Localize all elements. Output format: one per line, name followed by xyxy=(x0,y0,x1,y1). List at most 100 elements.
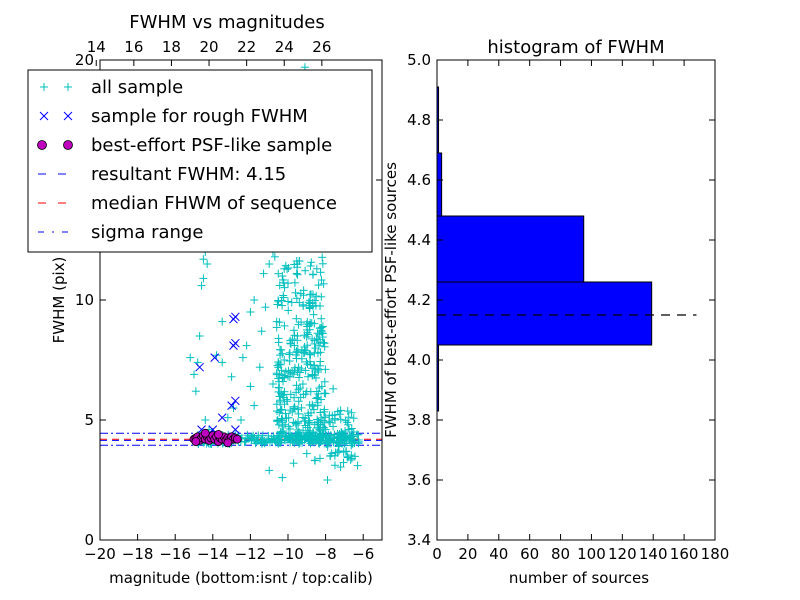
all-sample-point xyxy=(285,357,294,366)
all-sample-point xyxy=(302,449,311,458)
top-tick-label: 24 xyxy=(275,38,294,56)
legend-entry: all sample xyxy=(40,77,183,98)
histogram-bar xyxy=(436,215,585,283)
all-sample-point xyxy=(199,255,208,264)
all-sample-point xyxy=(274,338,283,347)
legend-x-b xyxy=(39,111,49,121)
all-sample-point xyxy=(284,413,293,422)
right-x-axis: 0 20 40 60 80 100 120 140 160 180 xyxy=(432,60,729,563)
fwhm-vs-magnitude-panel: −20−18−16−14−12−10−8−6 05101520 14161820… xyxy=(27,12,383,587)
all-sample-point xyxy=(280,283,289,292)
all-sample-point xyxy=(347,437,356,446)
all-sample-point xyxy=(305,430,314,439)
all-sample-point xyxy=(317,292,326,301)
all-sample-point xyxy=(278,391,287,400)
all-sample-point xyxy=(274,297,283,306)
all-sample-point xyxy=(275,377,284,386)
all-sample-point xyxy=(276,397,285,406)
all-sample-point xyxy=(346,455,355,464)
top-tick-label: 14 xyxy=(87,38,106,56)
all-sample-point xyxy=(280,373,289,382)
top-tick-label: 18 xyxy=(162,38,181,56)
all-sample-point xyxy=(279,390,288,399)
all-sample-point xyxy=(321,413,330,422)
all-sample-point xyxy=(318,329,327,338)
all-sample-point xyxy=(323,442,332,451)
rough-sample-point xyxy=(229,341,238,350)
y-tick-label: 3.8 xyxy=(407,411,431,429)
all-sample-point xyxy=(246,308,255,316)
all-sample-point xyxy=(308,402,317,411)
all-sample-point xyxy=(313,423,322,432)
all-sample-point xyxy=(227,372,236,381)
all-sample-point xyxy=(297,318,306,327)
all-sample-point xyxy=(317,314,326,323)
all-sample-point xyxy=(308,334,317,343)
all-sample-point xyxy=(294,397,303,406)
x-stroke-b xyxy=(210,353,220,362)
y-tick-label: 4.8 xyxy=(407,111,431,129)
all-sample-point xyxy=(312,292,321,301)
all-sample-point xyxy=(313,349,322,358)
all-sample-point xyxy=(274,374,283,383)
psf-sample-point xyxy=(191,437,201,447)
all-sample-point xyxy=(278,373,287,382)
x-stroke-b xyxy=(227,401,236,410)
histogram-bar xyxy=(436,152,443,217)
all-sample-point xyxy=(195,332,204,340)
legend-entries: all sample sample for rough FWHM best-effo… xyxy=(37,77,337,243)
top-tick-label: 22 xyxy=(237,38,256,56)
all-sample-point xyxy=(276,406,285,415)
all-sample-point xyxy=(312,387,321,396)
rough-sample-point xyxy=(195,362,204,372)
y-tick-label: 5 xyxy=(84,411,94,429)
all-sample-point xyxy=(291,363,300,372)
all-sample-point xyxy=(255,363,264,372)
right-x-axis-label: number of sources xyxy=(509,569,649,587)
all-sample-point xyxy=(265,466,274,475)
all-sample-point xyxy=(330,414,339,423)
all-sample-point xyxy=(274,420,283,429)
all-sample-point xyxy=(247,433,256,442)
all-sample-point xyxy=(238,353,247,362)
all-sample-point xyxy=(277,415,286,424)
all-sample-point xyxy=(261,303,270,312)
all-sample-point xyxy=(279,278,288,287)
all-sample-point xyxy=(199,274,208,283)
all-sample-point xyxy=(257,327,266,336)
all-sample-point xyxy=(311,366,320,375)
all-sample-point xyxy=(287,298,296,307)
all-sample-point xyxy=(339,448,348,457)
x-tick-label: −10 xyxy=(272,545,304,563)
all-sample-point xyxy=(320,339,329,348)
all-sample-point xyxy=(289,459,298,468)
all-sample-point xyxy=(275,360,284,369)
all-sample-point xyxy=(315,454,324,463)
rough-sample-point xyxy=(229,314,238,324)
all-sample-point xyxy=(290,439,299,448)
all-sample-point xyxy=(280,356,289,364)
all-sample-point xyxy=(296,431,305,440)
all-sample-point xyxy=(306,318,315,327)
y-tick-label: 4.0 xyxy=(407,351,431,369)
all-sample-point xyxy=(341,416,350,425)
all-sample-point xyxy=(308,436,317,445)
all-sample-point xyxy=(301,266,310,275)
all-sample-point xyxy=(303,341,312,350)
y-tick-label: 4.6 xyxy=(407,171,431,189)
all-sample-point xyxy=(279,293,288,302)
all-sample-point xyxy=(274,437,283,446)
all-sample-point xyxy=(276,428,285,437)
all-sample-point xyxy=(337,428,346,437)
all-sample-point xyxy=(250,401,259,410)
legend-circle xyxy=(37,140,47,150)
all-sample-point xyxy=(277,432,286,441)
all-sample-point xyxy=(310,339,319,348)
all-sample-point xyxy=(203,260,212,268)
all-sample-point xyxy=(272,369,281,378)
rough-sample-point xyxy=(210,353,220,362)
all-sample-point xyxy=(305,418,314,427)
all-sample-point xyxy=(295,373,304,382)
all-sample-point xyxy=(281,409,290,418)
psf-sample-point xyxy=(223,438,233,448)
